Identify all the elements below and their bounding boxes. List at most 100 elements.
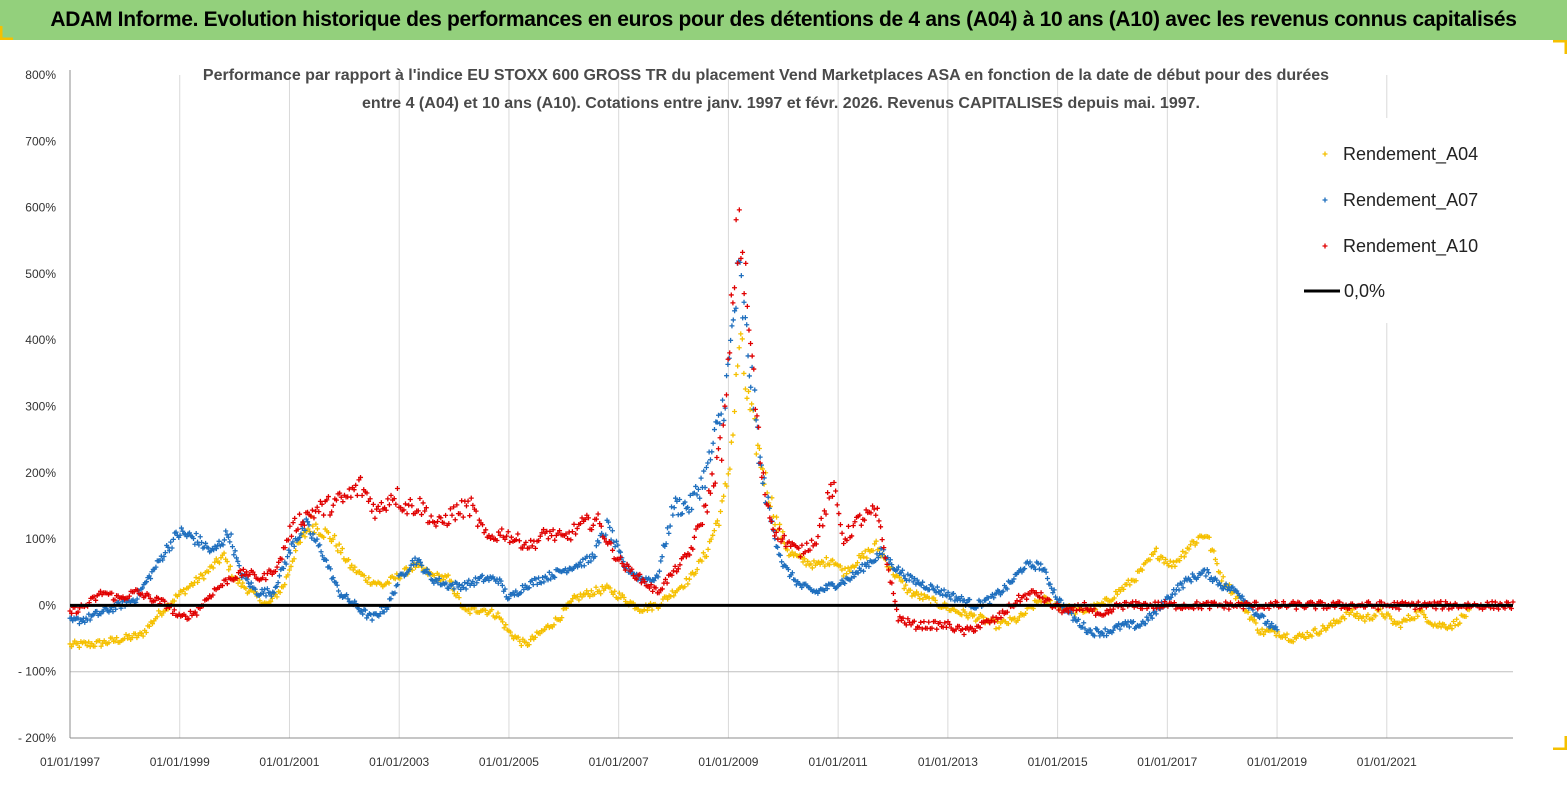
data-point: [123, 632, 129, 638]
data-point: [502, 536, 508, 542]
data-point: [1144, 614, 1150, 620]
data-point: [1245, 609, 1251, 615]
data-point: [918, 582, 924, 588]
data-point: [161, 553, 167, 559]
data-point: [1421, 612, 1427, 618]
data-point: [385, 496, 391, 502]
data-point: [581, 563, 587, 569]
data-point: [338, 592, 344, 598]
data-point: [646, 585, 652, 591]
data-point: [602, 536, 608, 542]
data-point: [738, 255, 744, 261]
data-point: [244, 576, 250, 582]
data-point: [297, 539, 303, 545]
data-point: [346, 486, 352, 492]
data-point: [748, 340, 754, 346]
data-point: [1150, 551, 1156, 557]
data-point: [518, 590, 524, 596]
data-point: [348, 494, 354, 500]
data-point: [665, 596, 671, 602]
data-point: [413, 561, 419, 567]
data-point: [778, 539, 784, 545]
data-point: [728, 337, 734, 343]
data-point: [235, 558, 241, 564]
data-point: [704, 554, 710, 560]
data-point: [589, 551, 595, 557]
data-point: [86, 639, 92, 645]
corner-bracket-icon: [0, 26, 13, 40]
data-point: [820, 559, 826, 565]
data-point: [180, 528, 186, 534]
data-point: [533, 576, 539, 582]
data-point: [1309, 633, 1315, 639]
data-point: [359, 493, 365, 499]
data-point: [537, 533, 543, 539]
data-point: [919, 626, 925, 632]
data-point: [412, 555, 418, 561]
data-point: [861, 568, 867, 574]
data-point: [663, 541, 669, 547]
data-point: [370, 501, 376, 507]
data-point: [507, 539, 513, 545]
data-point: [1328, 620, 1334, 626]
data-point: [710, 532, 716, 538]
y-tick-label: - 100%: [18, 665, 56, 679]
data-point: [441, 520, 447, 526]
data-point: [728, 292, 734, 298]
x-tick-label: 01/01/2003: [369, 755, 429, 769]
data-point: [186, 616, 192, 622]
data-point: [1148, 613, 1154, 619]
data-point: [113, 606, 119, 612]
data-point: [333, 543, 339, 549]
data-point: [906, 577, 912, 583]
data-point: [744, 322, 750, 328]
data-point: [310, 523, 316, 529]
data-point: [192, 609, 198, 615]
data-point: [465, 498, 471, 504]
data-point: [236, 563, 242, 569]
data-point: [585, 559, 591, 565]
data-point: [264, 570, 270, 576]
data-point: [392, 590, 398, 596]
data-point: [691, 490, 697, 496]
data-point: [596, 540, 602, 546]
data-point: [959, 626, 965, 632]
data-point: [733, 305, 739, 311]
legend-label: Rendement_A07: [1343, 190, 1478, 211]
data-point: [1396, 620, 1402, 626]
data-point: [1089, 608, 1095, 614]
data-point: [857, 512, 863, 518]
data-point: [1388, 616, 1394, 622]
data-point: [240, 566, 246, 572]
data-point: [391, 496, 397, 502]
data-point: [671, 505, 677, 511]
data-point: [449, 512, 455, 518]
y-tick-label: 200%: [25, 466, 56, 480]
data-point: [314, 526, 320, 532]
data-point: [559, 615, 565, 621]
data-point: [126, 633, 132, 639]
data-point: [332, 533, 338, 539]
data-point: [1042, 566, 1048, 572]
data-point: [1126, 624, 1132, 630]
data-point: [155, 595, 161, 601]
data-point: [224, 559, 230, 565]
data-point: [415, 508, 421, 514]
data-point: [1040, 595, 1046, 601]
data-point: [669, 504, 675, 510]
data-point: [943, 624, 949, 630]
data-point: [1180, 585, 1186, 591]
data-point: [626, 563, 632, 569]
data-point: [1183, 550, 1189, 556]
data-point: [892, 598, 898, 604]
data-point: [114, 635, 120, 641]
data-point: [760, 480, 766, 486]
data-point: [912, 575, 918, 581]
data-point: [1303, 635, 1309, 641]
data-point: [671, 593, 677, 599]
data-point: [725, 361, 731, 367]
data-point: [1446, 606, 1452, 612]
data-point: [864, 555, 870, 561]
data-point: [335, 548, 341, 554]
data-point: [160, 557, 166, 563]
